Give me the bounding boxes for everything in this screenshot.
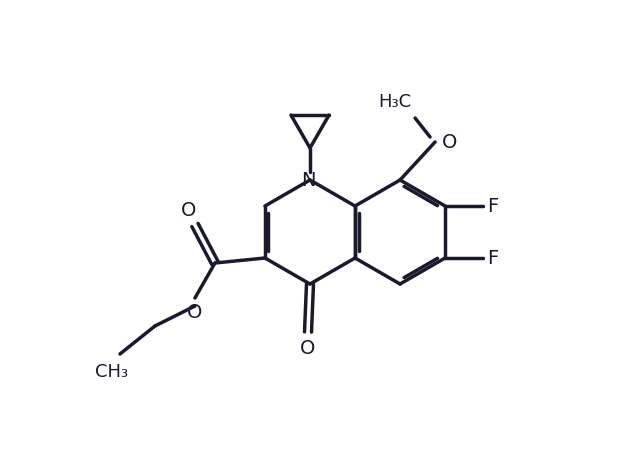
Text: H₃C: H₃C (378, 93, 412, 111)
Text: O: O (300, 338, 316, 358)
Text: N: N (301, 171, 316, 189)
Text: O: O (188, 303, 203, 321)
Text: F: F (488, 196, 499, 216)
Text: CH₃: CH₃ (95, 363, 129, 381)
Text: F: F (488, 249, 499, 267)
Text: O: O (181, 202, 196, 220)
Text: O: O (442, 133, 457, 151)
